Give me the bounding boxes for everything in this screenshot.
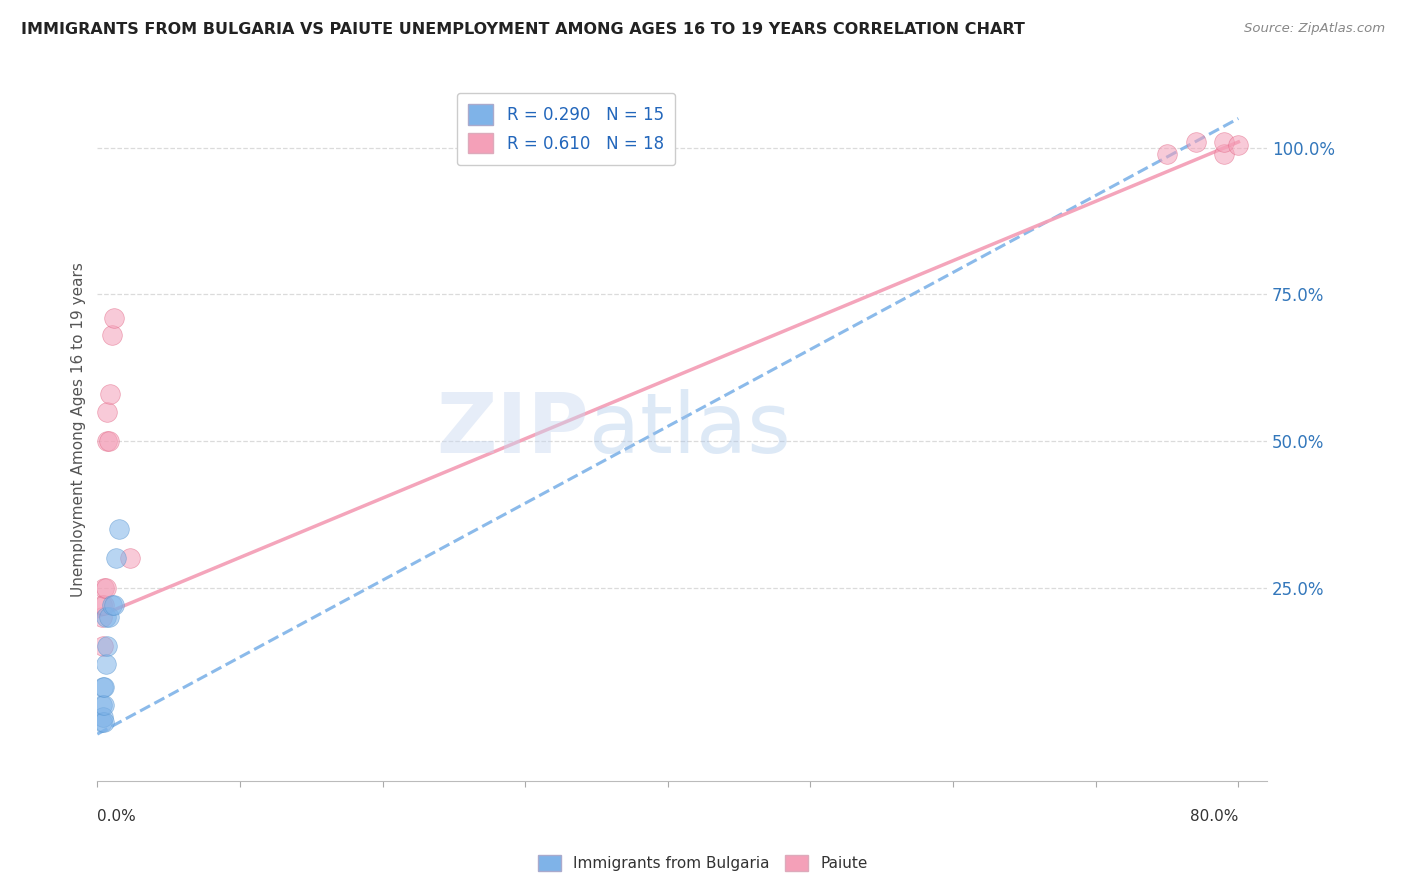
Point xyxy=(100,598,122,612)
Point xyxy=(100,328,122,343)
Point xyxy=(90,715,112,730)
Point xyxy=(103,310,125,325)
Point xyxy=(93,598,115,612)
Point xyxy=(120,551,142,566)
Point xyxy=(93,698,115,712)
Point xyxy=(97,610,120,624)
Point xyxy=(93,680,115,694)
Point xyxy=(90,698,112,712)
Legend: R = 0.290   N = 15, R = 0.610   N = 18: R = 0.290 N = 15, R = 0.610 N = 18 xyxy=(457,93,675,165)
Point xyxy=(94,657,117,671)
Point xyxy=(90,610,112,624)
Text: 80.0%: 80.0% xyxy=(1189,809,1239,824)
Point xyxy=(93,581,115,595)
Point xyxy=(96,434,118,448)
Text: ZIP: ZIP xyxy=(436,389,589,470)
Point xyxy=(103,598,125,612)
Point xyxy=(96,404,118,418)
Point xyxy=(107,522,129,536)
Text: IMMIGRANTS FROM BULGARIA VS PAIUTE UNEMPLOYMENT AMONG AGES 16 TO 19 YEARS CORREL: IMMIGRANTS FROM BULGARIA VS PAIUTE UNEMP… xyxy=(21,22,1025,37)
Point xyxy=(104,551,127,566)
Point xyxy=(1184,135,1206,149)
Point xyxy=(91,639,114,653)
Y-axis label: Unemployment Among Ages 16 to 19 years: Unemployment Among Ages 16 to 19 years xyxy=(72,261,86,597)
Point xyxy=(93,715,115,730)
Point xyxy=(91,709,114,723)
Text: atlas: atlas xyxy=(589,389,790,470)
Text: 0.0%: 0.0% xyxy=(97,809,136,824)
Point xyxy=(1213,146,1236,161)
Point xyxy=(1227,137,1250,152)
Point xyxy=(90,598,112,612)
Point xyxy=(1213,135,1236,149)
Point xyxy=(96,639,118,653)
Point xyxy=(1156,146,1178,161)
Point xyxy=(94,610,117,624)
Point xyxy=(97,434,120,448)
Text: Source: ZipAtlas.com: Source: ZipAtlas.com xyxy=(1244,22,1385,36)
Point xyxy=(91,680,114,694)
Point xyxy=(94,581,117,595)
Point xyxy=(98,387,121,401)
Legend: Immigrants from Bulgaria, Paiute: Immigrants from Bulgaria, Paiute xyxy=(533,849,873,877)
